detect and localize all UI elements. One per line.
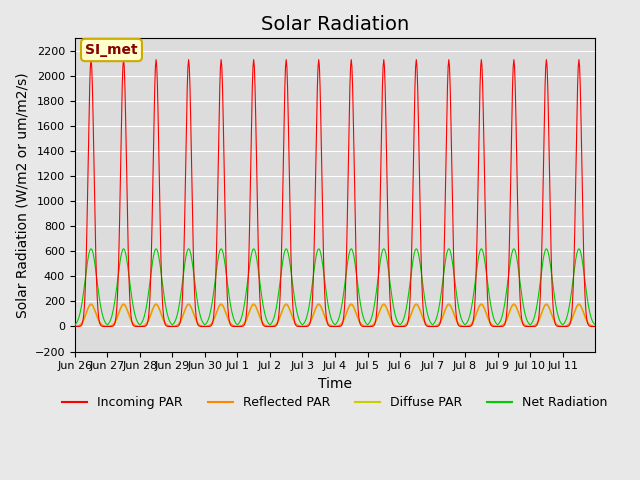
- Y-axis label: Solar Radiation (W/m2 or um/m2/s): Solar Radiation (W/m2 or um/m2/s): [15, 72, 29, 318]
- Text: SI_met: SI_met: [85, 43, 138, 57]
- Title: Solar Radiation: Solar Radiation: [261, 15, 409, 34]
- Legend: Incoming PAR, Reflected PAR, Diffuse PAR, Net Radiation: Incoming PAR, Reflected PAR, Diffuse PAR…: [57, 391, 612, 414]
- X-axis label: Time: Time: [318, 377, 352, 391]
